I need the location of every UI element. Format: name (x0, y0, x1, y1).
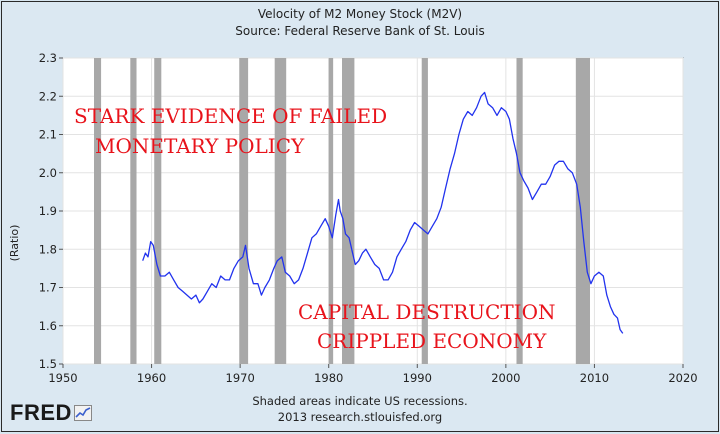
y-tick-label: 1.5 (39, 357, 57, 371)
series-line-m2v (142, 91, 624, 334)
footer-recession-note: Shaded areas indicate US recessions. (252, 394, 467, 408)
recession-band (154, 58, 162, 364)
annotation-stark-evidence: STARK EVIDENCE OF FAILED (74, 104, 387, 128)
y-tick-label: 2.3 (39, 51, 57, 65)
x-tick-label: 1970 (226, 371, 255, 385)
y-axis-label: (Ratio) (8, 225, 21, 262)
recession-band (274, 58, 287, 364)
fred-logo-text: FRED (10, 400, 72, 425)
fred-graph-icon (73, 401, 92, 427)
recession-band (421, 58, 428, 364)
x-tick-label: 2010 (580, 371, 609, 385)
y-tick-label: 1.9 (39, 204, 57, 218)
annotation-crippled-economy: CRIPPLED ECONOMY (317, 329, 547, 353)
annotation-monetary-policy: MONETARY POLICY (95, 134, 305, 158)
y-tick-label: 1.7 (39, 281, 57, 295)
recession-band (239, 58, 249, 364)
y-tick-label: 1.6 (39, 319, 57, 333)
footer-source: 2013 research.stlouisfed.org (278, 410, 442, 424)
x-axis-ticks: 1950 1960 1970 1980 1990 2000 2010 2020 (48, 364, 698, 385)
x-tick-label: 1950 (48, 371, 77, 385)
y-tick-label: 2.0 (39, 166, 57, 180)
x-tick-label: 2020 (668, 371, 697, 385)
recession-band (328, 58, 334, 364)
line-layer (142, 91, 624, 334)
recession-band (575, 58, 590, 364)
x-tick-label: 1990 (403, 371, 432, 385)
recession-band (94, 58, 102, 364)
recession-band (516, 58, 523, 364)
y-tick-label: 1.8 (39, 242, 57, 256)
annotation-capital-destruction: CAPITAL DESTRUCTION (298, 300, 555, 324)
recession-band (342, 58, 355, 364)
chart-title: Velocity of M2 Money Stock (M2V) (258, 7, 462, 21)
x-tick-label: 2000 (491, 371, 520, 385)
recession-band (130, 58, 137, 364)
fred-logo: FRED (10, 400, 92, 427)
y-axis-ticks: 1.5 1.6 1.7 1.8 1.9 2.0 2.1 2.2 2.3 (39, 51, 63, 371)
chart-subtitle: Source: Federal Reserve Bank of St. Loui… (235, 24, 484, 38)
x-tick-label: 1980 (314, 371, 343, 385)
y-tick-label: 2.1 (39, 128, 57, 142)
x-tick-label: 1960 (137, 371, 166, 385)
recession-layer (94, 58, 590, 364)
y-tick-label: 2.2 (39, 89, 57, 103)
